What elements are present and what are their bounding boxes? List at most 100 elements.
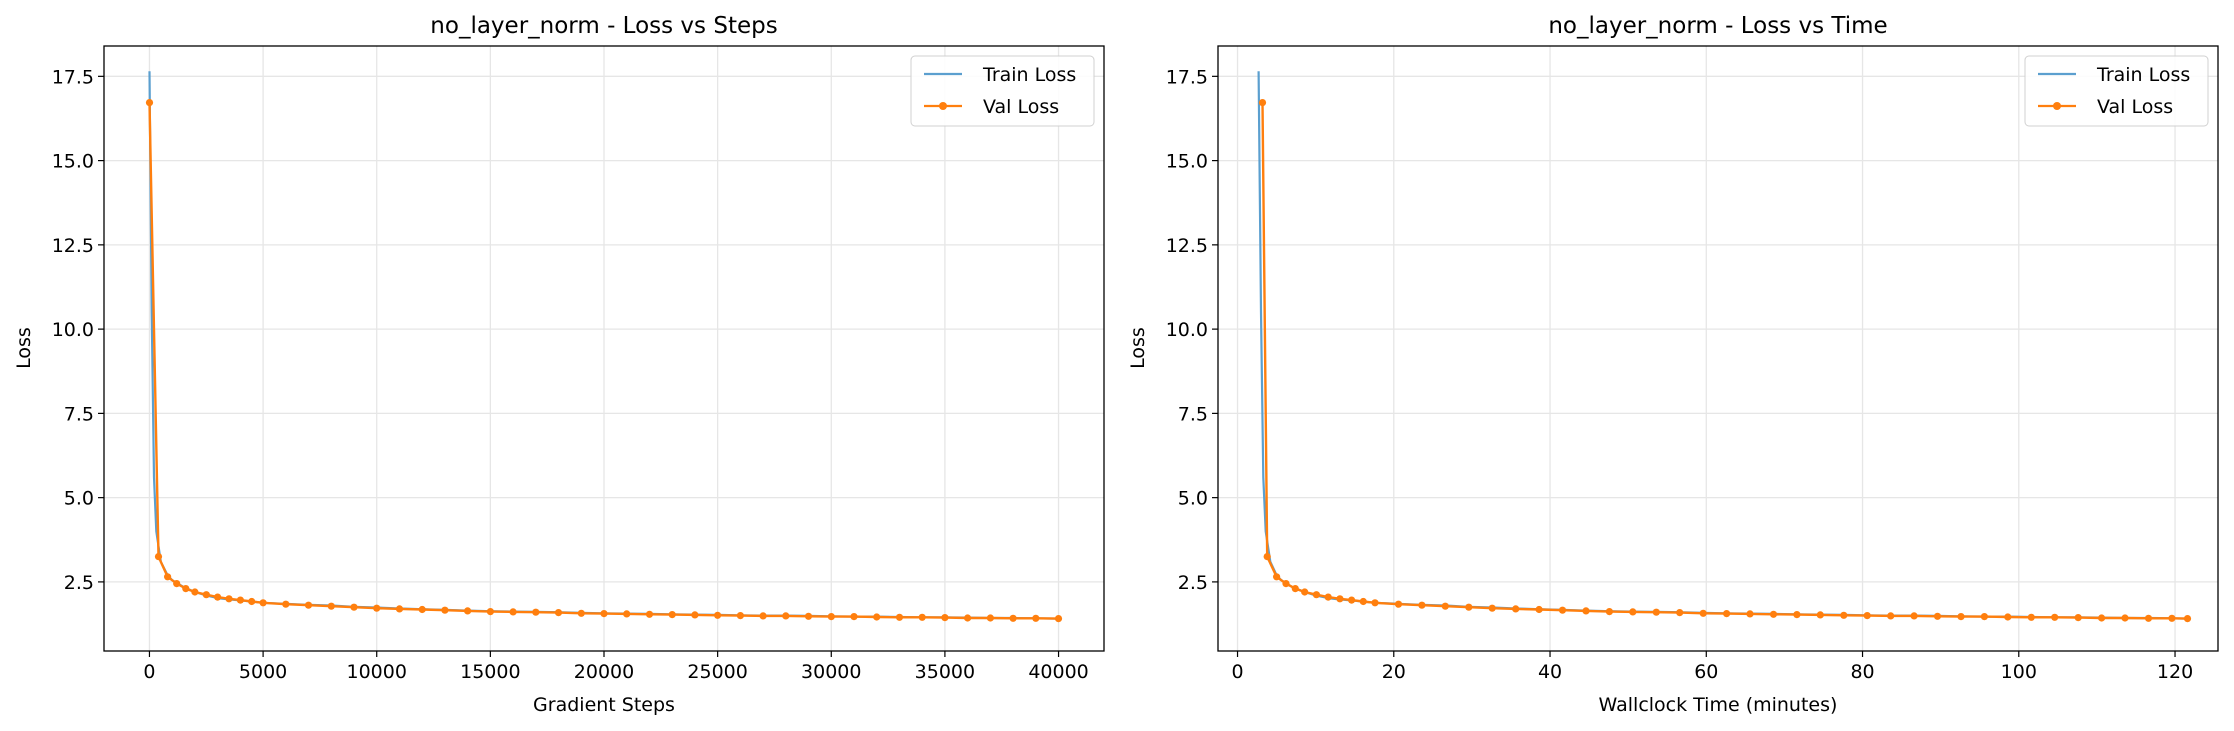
plot-frame <box>1217 45 2219 652</box>
y-tick-label: 10.0 <box>52 319 94 341</box>
x-tick-label: 0 <box>143 661 155 683</box>
val-loss-point <box>1676 609 1684 617</box>
val-loss-point <box>282 600 290 608</box>
val-loss-point <box>259 599 267 607</box>
val-loss-point <box>1394 600 1403 608</box>
val-loss-point <box>173 580 181 588</box>
x-tick-label: 30000 <box>801 661 861 683</box>
val-loss-point <box>941 614 949 622</box>
y-tick-label: 12.5 <box>52 235 94 257</box>
val-loss-point <box>1769 610 1778 618</box>
val-loss-point <box>1512 605 1520 613</box>
val-loss-point <box>1629 608 1637 616</box>
y-axis-label: Loss <box>13 327 35 369</box>
val-loss-point <box>2183 615 2192 623</box>
x-tick-label: 15000 <box>460 661 520 683</box>
val-loss-point <box>1371 599 1379 607</box>
x-tick-label: 25000 <box>687 661 747 683</box>
y-tick-label: 5.0 <box>1178 488 1208 510</box>
y-tick-label: 17.5 <box>52 66 94 88</box>
val-loss-point <box>350 603 358 611</box>
val-loss-point <box>1699 609 1707 617</box>
val-loss-point <box>304 601 313 609</box>
x-tick-label: 120 <box>2157 661 2193 683</box>
val-loss-point <box>1933 612 1942 620</box>
legend-marker-val <box>939 102 947 110</box>
val-loss-point <box>1282 580 1290 588</box>
val-loss-point <box>441 606 449 614</box>
x-tick-label: 80 <box>1850 661 1874 683</box>
x-tick-label: 20000 <box>574 661 634 683</box>
val-loss-point <box>509 608 517 616</box>
val-loss-point <box>1605 608 1613 616</box>
val-loss-point <box>248 597 256 606</box>
val-loss-point <box>1582 607 1590 615</box>
y-tick-label: 7.5 <box>1178 403 1208 425</box>
val-loss-point <box>827 613 835 621</box>
val-loss-point <box>532 608 540 616</box>
val-loss-point <box>1793 611 1801 619</box>
val-loss-point <box>1816 611 1824 619</box>
val-loss-point <box>645 610 654 618</box>
x-tick-label: 40000 <box>1028 661 1088 683</box>
val-loss-point <box>1348 596 1356 604</box>
y-tick-label: 2.5 <box>64 572 94 594</box>
chart-title: no_layer_norm - Loss vs Steps <box>430 13 777 39</box>
val-loss-point <box>464 607 472 615</box>
val-loss-point <box>1009 614 1017 622</box>
chart-loss-vs-time: 0 20 40 60 80 100 120 2.5 5.0 7.5 10.0 12.5 15.0 17.… <box>1127 13 2219 716</box>
val-loss-point <box>1465 603 1473 611</box>
val-loss-point <box>1488 604 1496 612</box>
val-loss-point <box>1441 602 1449 610</box>
val-loss-point <box>623 610 631 618</box>
val-loss-point <box>668 611 676 619</box>
val-loss-point <box>782 612 790 620</box>
val-loss-point <box>1957 613 1965 621</box>
val-loss-point <box>236 596 244 604</box>
val-loss-point <box>1336 595 1344 603</box>
legend-marker-val <box>2053 102 2061 110</box>
val-loss-point <box>373 604 381 612</box>
y-tick-label: 2.5 <box>1178 572 1208 594</box>
val-loss-point <box>145 99 154 107</box>
val-loss-point <box>1312 591 1320 599</box>
chart-title: no_layer_norm - Loss vs Time <box>1548 13 1887 39</box>
x-tick-label: 5000 <box>239 661 287 683</box>
x-axis-label: Gradient Steps <box>533 694 675 716</box>
chart-loss-vs-steps: 0 5000 10000 15000 20000 25000 30000 35000 40000… <box>13 13 1105 716</box>
val-loss-point <box>1032 614 1040 622</box>
val-loss-point <box>759 612 767 620</box>
val-loss-point <box>895 613 904 621</box>
val-loss-point <box>1535 605 1543 614</box>
val-loss-point <box>1301 588 1309 596</box>
x-tick-label: 35000 <box>915 661 975 683</box>
x-tick-label: 10000 <box>347 661 407 683</box>
y-ticks: 2.5 5.0 7.5 10.0 12.5 15.0 17.5 <box>1166 66 1218 594</box>
val-loss-point <box>1723 610 1731 618</box>
y-tick-label: 10.0 <box>1166 319 1208 341</box>
val-loss-point <box>2004 613 2012 621</box>
val-loss-point <box>395 605 404 613</box>
val-loss-point <box>2121 614 2129 622</box>
val-loss-point <box>964 614 972 622</box>
val-loss-point <box>1258 99 1267 107</box>
val-loss-point <box>327 602 335 610</box>
val-loss-point <box>225 595 233 603</box>
val-loss-point <box>154 553 163 561</box>
legend: Train Loss Val Loss <box>2024 55 2209 127</box>
x-tick-label: 20 <box>1382 661 1406 683</box>
val-loss-point <box>1863 612 1871 620</box>
x-tick-label: 40 <box>1538 661 1562 683</box>
val-loss-point <box>918 613 926 621</box>
val-loss-point <box>1291 585 1299 593</box>
y-axis-label: Loss <box>1127 327 1149 369</box>
val-loss-point <box>714 611 722 619</box>
series-lines <box>1257 71 2192 623</box>
y-ticks: 2.5 5.0 7.5 10.0 12.5 15.0 17.5 <box>52 66 104 594</box>
x-ticks: 0 20 40 60 80 100 120 <box>1231 651 2193 683</box>
legend-label-val: Val Loss <box>2097 96 2173 118</box>
y-tick-label: 15.0 <box>52 151 94 173</box>
val-loss-point <box>164 573 172 581</box>
series-lines <box>145 71 1063 623</box>
